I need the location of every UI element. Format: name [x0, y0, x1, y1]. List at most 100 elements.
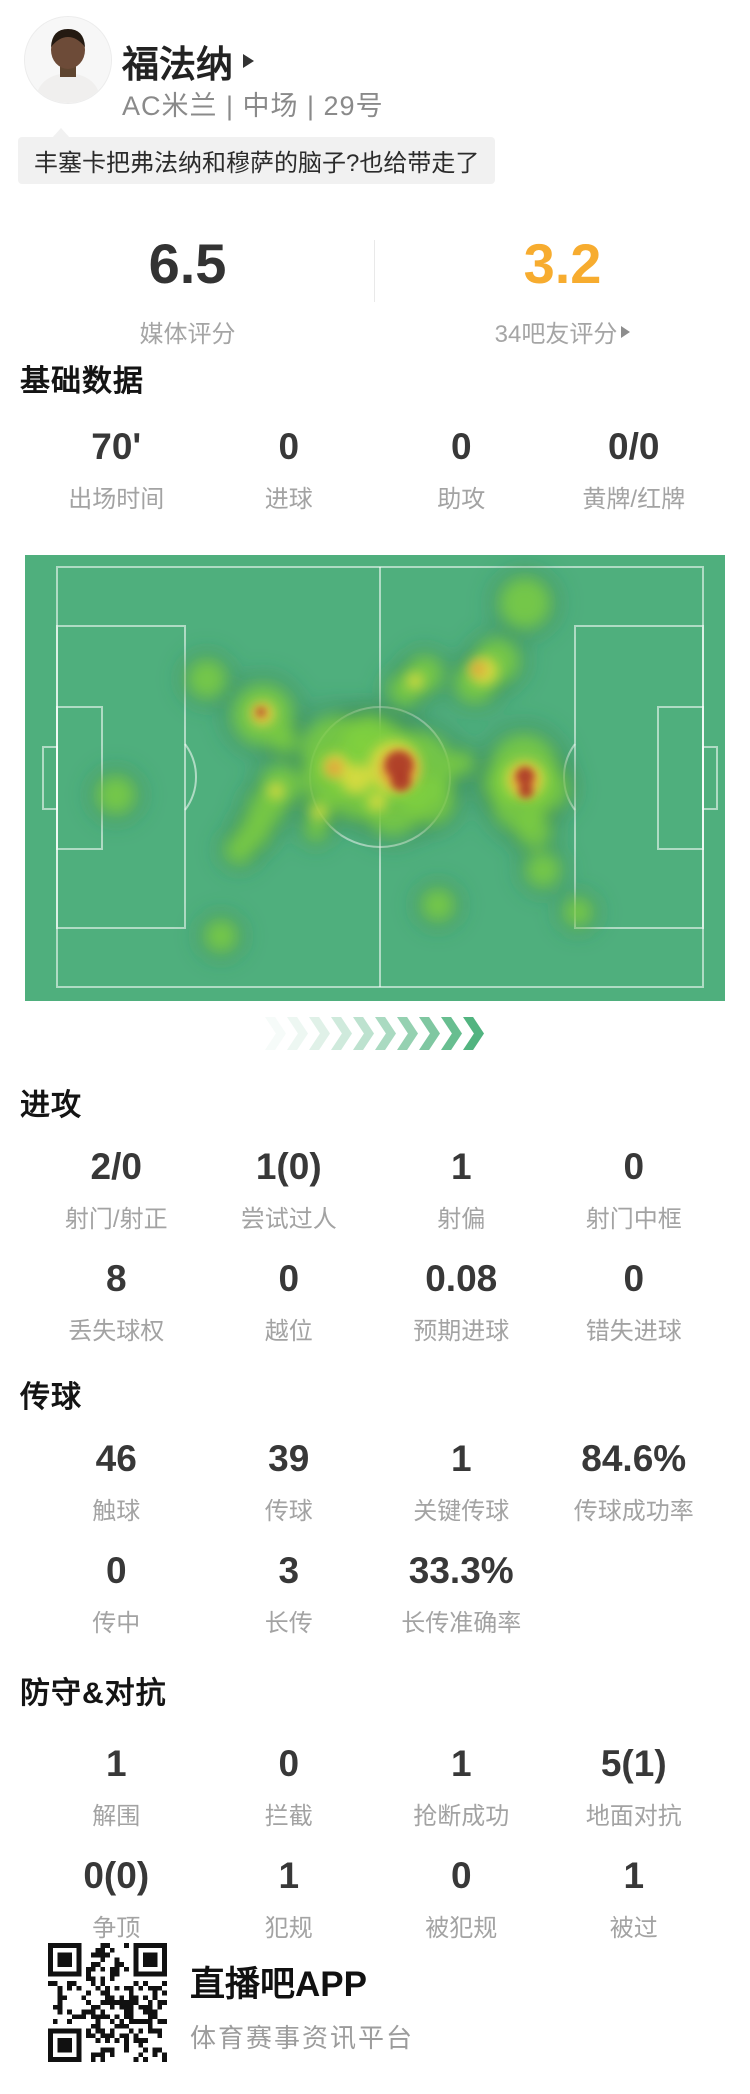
stat-item: 1 犯规 — [203, 1857, 376, 1943]
media-rating-label: 媒体评分 — [0, 314, 375, 349]
qr-code-svg — [48, 1943, 167, 2062]
chevron-icon — [463, 1017, 484, 1050]
stat-value: 33.3% — [408, 1550, 514, 1591]
fans-rating[interactable]: 3.2 34吧友评分 — [375, 236, 750, 349]
stat-label: 传球成功率 — [573, 1498, 694, 1525]
fans-rating-value: 3.2 — [523, 232, 602, 295]
stat-value: 0 — [450, 1855, 472, 1896]
stat-label: 越位 — [264, 1318, 313, 1345]
stat-value: 46 — [95, 1438, 137, 1479]
vertical-divider — [374, 240, 375, 302]
stat-item: 0.08 预期进球 — [375, 1260, 548, 1346]
stat-label: 抢断成功 — [413, 1803, 510, 1830]
stat-label: 关键传球 — [413, 1498, 510, 1525]
stat-value: 0 — [278, 1743, 300, 1784]
quote-text: 丰塞卡把弗法纳和穆萨的脑子?也给带走了 — [34, 150, 480, 177]
stat-label: 射门中框 — [585, 1206, 682, 1233]
stat-label: 长传 — [264, 1610, 313, 1637]
stat-label: 射偏 — [437, 1206, 486, 1233]
stat-label: 尝试过人 — [240, 1206, 337, 1233]
stat-value: 0 — [623, 1258, 645, 1299]
stat-label: 进球 — [264, 486, 313, 513]
stat-value: 0 — [450, 426, 472, 467]
heat-layers — [96, 577, 593, 953]
stat-value: 0 — [623, 1146, 645, 1187]
player-name-row[interactable]: 福法纳 — [122, 34, 254, 88]
chevron-icon — [287, 1017, 308, 1050]
stat-item: 0 传中 — [30, 1552, 203, 1638]
chevron-progress-decoration — [0, 1017, 750, 1050]
basic-stats-grid: 70' 出场时间 0 进球 0 助攻 0/0 黄牌/红牌 — [30, 428, 720, 514]
fans-rating-label-text: 34吧友评分 — [494, 321, 618, 348]
media-rating-label-text: 媒体评分 — [139, 321, 236, 348]
stat-value: 0 — [105, 1550, 127, 1591]
player-heatmap — [25, 555, 725, 1001]
stat-item: 0 越位 — [203, 1260, 376, 1346]
stat-value: 0(0) — [83, 1855, 150, 1896]
stat-label: 出场时间 — [68, 486, 165, 513]
stat-label: 传球 — [264, 1498, 313, 1525]
stat-label: 争顶 — [92, 1915, 141, 1942]
stat-item: 46 触球 — [30, 1440, 203, 1526]
stat-value: 1 — [105, 1743, 127, 1784]
stat-value: 3 — [278, 1550, 300, 1591]
stat-item: 0 进球 — [203, 428, 376, 514]
stat-item: 0(0) 争顶 — [30, 1857, 203, 1943]
stat-value: 0/0 — [608, 426, 660, 467]
stat-label: 错失进球 — [585, 1318, 682, 1345]
stat-value: 1 — [450, 1146, 472, 1187]
stat-value: 39 — [268, 1438, 310, 1479]
chevron-icon — [353, 1017, 374, 1050]
stat-item: 8 丢失球权 — [30, 1260, 203, 1346]
stat-value: 0 — [278, 426, 300, 467]
stat-item: 0 错失进球 — [548, 1260, 721, 1346]
stat-value: 0.08 — [425, 1258, 498, 1299]
stat-item: 33.3% 长传准确率 — [375, 1552, 548, 1638]
stat-item: 0 被犯规 — [375, 1857, 548, 1943]
pitch-heatmap-svg — [25, 555, 725, 1001]
chevron-icon — [309, 1017, 330, 1050]
quote-bubble: 丰塞卡把弗法纳和穆萨的脑子?也给带走了 — [18, 128, 496, 184]
stat-item: 0 助攻 — [375, 428, 548, 514]
fans-rating-label[interactable]: 34吧友评分 — [375, 314, 750, 349]
chevron-icon — [331, 1017, 352, 1050]
stat-value: 1 — [450, 1438, 472, 1479]
app-name: 直播吧APP — [190, 1965, 367, 2004]
stat-value: 2/0 — [90, 1146, 142, 1187]
stat-label: 射门/射正 — [64, 1206, 168, 1233]
stat-value: 5(1) — [600, 1743, 667, 1784]
stat-value: 1(0) — [255, 1146, 322, 1187]
stat-value: 8 — [105, 1258, 127, 1299]
media-rating-value: 6.5 — [148, 232, 227, 295]
stat-label: 地面对抗 — [585, 1803, 682, 1830]
chevron-right-icon — [243, 54, 254, 68]
chevron-icon — [265, 1017, 286, 1050]
stat-item: 70' 出场时间 — [30, 428, 203, 514]
media-rating: 6.5 媒体评分 — [0, 236, 375, 349]
chevron-right-icon — [621, 325, 631, 338]
stat-label: 被犯规 — [425, 1915, 498, 1942]
stat-label: 助攻 — [437, 486, 486, 513]
stat-value: 84.6% — [581, 1438, 687, 1479]
stat-label: 犯规 — [264, 1915, 313, 1942]
stat-item: 1 被过 — [548, 1857, 721, 1943]
stat-item: 2/0 射门/射正 — [30, 1148, 203, 1234]
section-title-basic: 基础数据 — [20, 365, 144, 398]
stat-label: 传中 — [92, 1610, 141, 1637]
avatar-image — [25, 17, 111, 103]
section-title-passing: 传球 — [20, 1381, 82, 1414]
stat-label: 预期进球 — [413, 1318, 510, 1345]
stat-label: 拦截 — [264, 1803, 313, 1830]
defense-stats-grid: 1 解围 0 拦截 1 抢断成功 5(1) 地面对抗 0(0) 争顶 1 犯规 0 被犯规 1 被过 — [30, 1745, 720, 1943]
chevron-icon — [419, 1017, 440, 1050]
stat-value: 1 — [450, 1743, 472, 1784]
chevron-icon — [441, 1017, 462, 1050]
stat-item: 1 关键传球 — [375, 1440, 548, 1526]
stat-label: 黄牌/红牌 — [582, 486, 686, 513]
stat-item: 39 传球 — [203, 1440, 376, 1526]
ratings-row: 6.5 媒体评分 3.2 34吧友评分 — [0, 236, 750, 349]
passing-stats-grid: 46 触球 39 传球 1 关键传球 84.6% 传球成功率 0 传中 3 长传 33.3% 长传准确率 — [30, 1440, 720, 1638]
stat-item: 3 长传 — [203, 1552, 376, 1638]
player-name-text: 福法纳 — [122, 44, 233, 85]
stat-value: 1 — [623, 1855, 645, 1896]
